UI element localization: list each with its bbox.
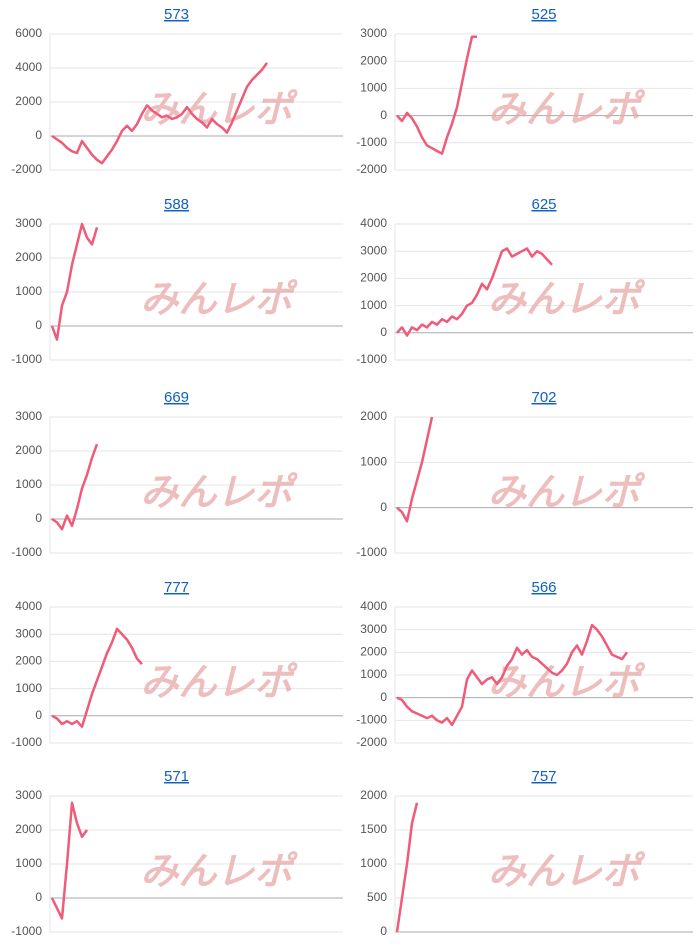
watermark: みんレポ xyxy=(140,472,298,514)
series-line xyxy=(51,62,269,165)
series-line xyxy=(395,802,419,933)
y-tick-label: 1500 xyxy=(360,822,387,836)
chart-title[interactable]: 757 xyxy=(531,768,556,785)
y-tick-label: 4000 xyxy=(360,216,387,230)
y-tick-label: 3000 xyxy=(15,626,42,640)
chart-title[interactable]: 566 xyxy=(531,579,556,596)
y-tick-label: 1000 xyxy=(360,667,387,681)
y-tick-label: 1000 xyxy=(360,298,387,312)
y-tick-label: -1000 xyxy=(11,352,42,366)
y-tick-label: -2000 xyxy=(11,162,42,176)
chart-title[interactable]: 573 xyxy=(164,6,189,23)
series-line xyxy=(396,623,629,727)
y-tick-label: 2000 xyxy=(15,822,42,836)
y-tick-label: 2000 xyxy=(360,53,387,67)
chart-title[interactable]: 588 xyxy=(164,196,189,213)
chart-title[interactable]: 777 xyxy=(164,579,189,596)
watermark: みんレポ xyxy=(140,851,298,893)
y-tick-label: 0 xyxy=(380,690,387,704)
y-tick-label: 2000 xyxy=(360,645,387,659)
series-line xyxy=(50,222,99,341)
y-tick-label: 4000 xyxy=(15,60,42,74)
chart-title[interactable]: 571 xyxy=(164,768,189,785)
y-tick-label: 1000 xyxy=(360,81,387,95)
y-tick-label: -2000 xyxy=(356,162,387,176)
y-tick-label: -1000 xyxy=(356,135,387,149)
series-line xyxy=(50,801,89,920)
y-tick-label: 3000 xyxy=(360,622,387,636)
series-line xyxy=(396,247,553,337)
y-tick-label: 2000 xyxy=(360,271,387,285)
watermark: みんレポ xyxy=(488,851,646,893)
y-tick-label: 0 xyxy=(35,890,42,904)
chart-title[interactable]: 669 xyxy=(164,389,189,406)
y-tick-label: 2000 xyxy=(15,94,42,108)
y-tick-label: -1000 xyxy=(356,545,387,559)
y-tick-label: -1000 xyxy=(11,735,42,749)
y-tick-label: 500 xyxy=(367,890,387,904)
y-tick-label: -2000 xyxy=(356,735,387,749)
y-tick-label: 3000 xyxy=(15,409,42,423)
series-line xyxy=(396,35,477,155)
chart-title[interactable]: 702 xyxy=(531,389,556,406)
y-tick-label: 2000 xyxy=(15,443,42,457)
chart-title[interactable]: 525 xyxy=(531,6,556,23)
y-tick-label: -1000 xyxy=(356,713,387,727)
watermark: みんレポ xyxy=(488,89,646,131)
series-line xyxy=(51,443,99,531)
y-tick-label: 3000 xyxy=(15,216,42,230)
y-tick-label: 1000 xyxy=(15,681,42,695)
y-tick-label: 0 xyxy=(380,325,387,339)
watermark: みんレポ xyxy=(488,662,646,704)
y-tick-label: 1000 xyxy=(360,455,387,469)
y-tick-label: 2000 xyxy=(360,409,387,423)
y-tick-label: 3000 xyxy=(360,26,387,40)
y-tick-label: 0 xyxy=(380,500,387,514)
y-tick-label: 1000 xyxy=(15,284,42,298)
watermark: みんレポ xyxy=(140,89,298,131)
y-tick-label: 3000 xyxy=(360,243,387,257)
y-tick-label: 6000 xyxy=(15,26,42,40)
y-tick-label: -1000 xyxy=(11,924,42,938)
y-tick-label: 2000 xyxy=(15,654,42,668)
watermark: みんレポ xyxy=(140,279,298,321)
series-line xyxy=(396,416,434,523)
y-tick-label: 1000 xyxy=(15,856,42,870)
y-tick-label: 2000 xyxy=(360,788,387,802)
watermark: みんレポ xyxy=(140,662,298,704)
y-tick-label: 4000 xyxy=(15,599,42,613)
series-line xyxy=(51,627,143,728)
y-tick-label: 0 xyxy=(380,108,387,122)
y-tick-label: 3000 xyxy=(15,788,42,802)
y-tick-label: -1000 xyxy=(356,352,387,366)
y-tick-label: 0 xyxy=(35,511,42,525)
watermark: みんレポ xyxy=(488,279,646,321)
y-tick-label: 0 xyxy=(35,318,42,332)
y-tick-label: 2000 xyxy=(15,250,42,264)
watermark: みんレポ xyxy=(488,472,646,514)
y-tick-label: -1000 xyxy=(11,545,42,559)
y-tick-label: 0 xyxy=(35,128,42,142)
y-tick-label: 0 xyxy=(35,708,42,722)
y-tick-label: 1000 xyxy=(15,477,42,491)
y-tick-label: 0 xyxy=(380,924,387,938)
y-tick-label: 1000 xyxy=(360,856,387,870)
y-tick-label: 4000 xyxy=(360,599,387,613)
chart-title[interactable]: 625 xyxy=(531,196,556,213)
